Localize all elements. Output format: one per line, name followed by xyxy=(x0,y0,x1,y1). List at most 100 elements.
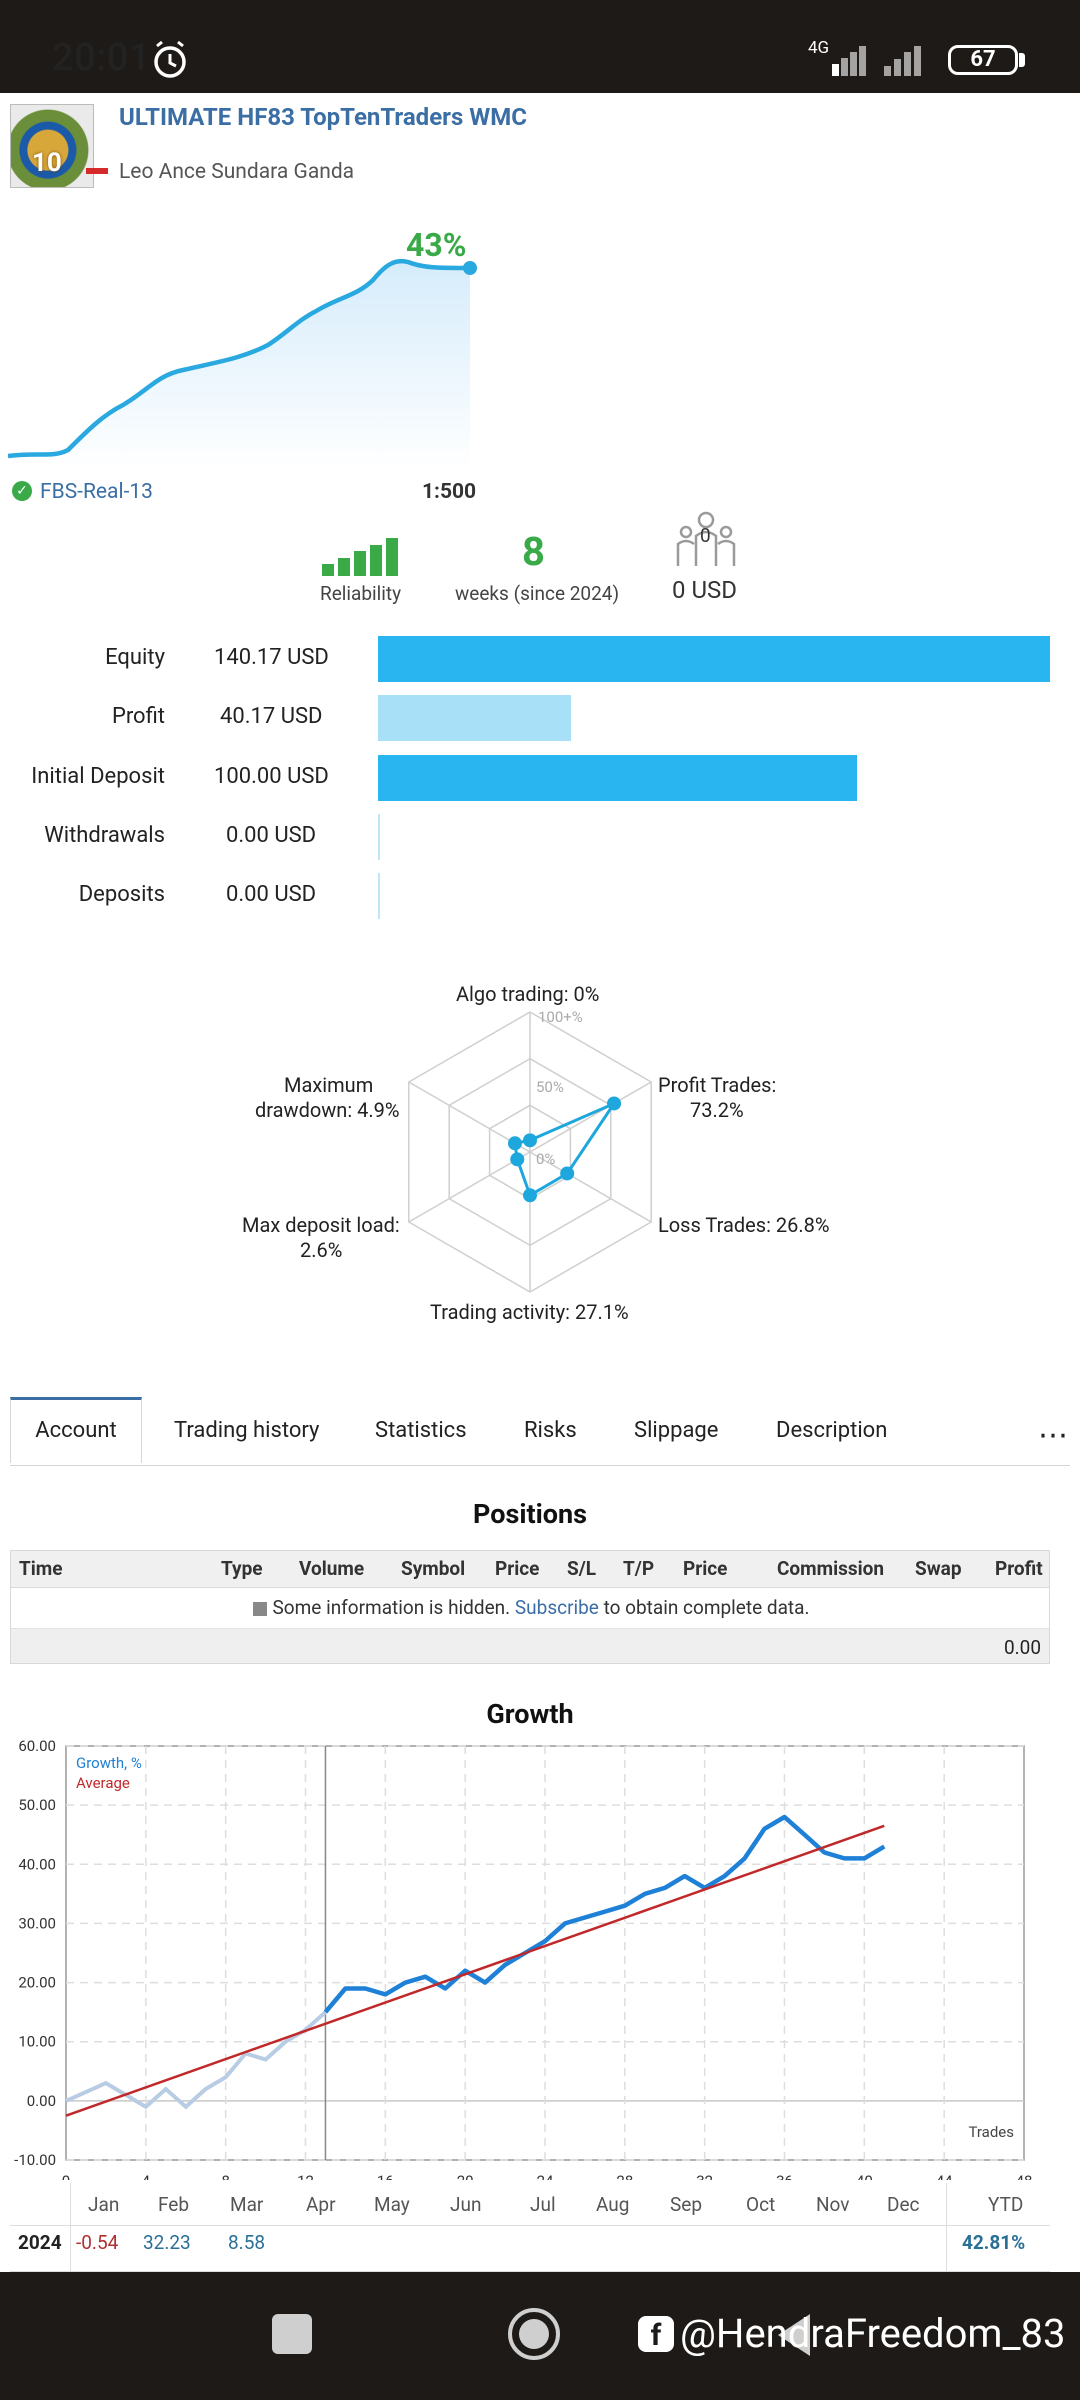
hidden-info-text-2: to obtain complete data. xyxy=(603,1596,810,1619)
radar-scale-100: 100+% xyxy=(538,1008,583,1026)
positions-title: Positions xyxy=(472,1498,587,1530)
signal-title[interactable]: ULTIMATE HF83 TopTenTraders WMC xyxy=(119,103,527,131)
month-feb: Feb xyxy=(158,2193,190,2216)
weeks-label: weeks (since 2024) xyxy=(455,582,620,605)
x-tick-label: 44 xyxy=(936,2172,953,2180)
x-tick-label: 0 xyxy=(62,2172,70,2180)
server-name: FBS-Real-13 xyxy=(40,480,153,504)
leverage: 1:500 xyxy=(422,480,477,504)
status-bar xyxy=(0,0,1080,93)
tab-statistics[interactable]: Statistics xyxy=(375,1418,467,1443)
year-label: 2024 xyxy=(18,2231,62,2254)
radar-point-4 xyxy=(510,1152,525,1167)
month-may: May xyxy=(374,2193,410,2216)
battery-tip xyxy=(1019,53,1025,67)
month-jan: Jan xyxy=(88,2193,120,2216)
deposits-value: 0.00 USD xyxy=(226,882,317,907)
verified-check-icon: ✓ xyxy=(12,481,32,501)
tab-trading-history[interactable]: Trading history xyxy=(174,1418,320,1443)
lock-icon xyxy=(252,1601,267,1616)
radar-label-profit-1: Profit Trades: xyxy=(658,1073,777,1097)
radar-label-load-1: Max deposit load: xyxy=(242,1213,400,1237)
signal-icon-2 xyxy=(882,40,932,76)
growth-chart: -10.00 0.00 10.00 20.00 30.00 40.00 50.00 60.00… xyxy=(14,1737,1033,2180)
deposits-bar xyxy=(378,873,380,919)
hidden-info-row: Some information is hidden. Subscribe to… xyxy=(11,1588,1049,1629)
x-tick-label: 12 xyxy=(297,2172,314,2180)
tab-account[interactable]: Account xyxy=(10,1397,142,1463)
x-tick-label: 48 xyxy=(1016,2172,1033,2180)
x-tick-label: 24 xyxy=(537,2172,554,2180)
x-tick-label: 28 xyxy=(616,2172,633,2180)
col-price: Price xyxy=(495,1557,540,1580)
reliability-bars-icon xyxy=(322,538,398,576)
month-mar: Mar xyxy=(230,2193,264,2216)
col-type: Type xyxy=(221,1557,263,1580)
y-tick-label: 10.00 xyxy=(18,2033,56,2051)
y-tick-label: 30.00 xyxy=(18,1914,56,1932)
subscribe-link[interactable]: Subscribe xyxy=(514,1596,599,1619)
radar-point-5 xyxy=(507,1136,522,1151)
alarm-icon xyxy=(154,40,186,78)
withdrawals-bar xyxy=(378,814,380,860)
x-tick-label: 36 xyxy=(776,2172,793,2180)
col-symbol: Symbol xyxy=(401,1557,466,1580)
x-tick-label: 20 xyxy=(457,2172,474,2180)
ytd-header: YTD xyxy=(988,2193,1024,2216)
tab-bar: Account Trading history Statistics Risks… xyxy=(10,1397,1070,1466)
col-commission: Commission xyxy=(777,1557,885,1580)
radar-axis xyxy=(529,1151,652,1223)
initial-deposit-label: Initial Deposit xyxy=(31,764,165,789)
signal-author[interactable]: Leo Ance Sundara Ganda xyxy=(119,160,355,184)
x-tick-label: 4 xyxy=(142,2172,151,2180)
radar-scale-50: 50% xyxy=(536,1078,564,1096)
legend-growth: Growth, % xyxy=(76,1754,142,1772)
y-tick-label: 40.00 xyxy=(18,1855,56,1873)
x-tick-label: 16 xyxy=(377,2172,394,2180)
radar-label-loss: Loss Trades: 26.8% xyxy=(658,1213,830,1237)
battery-indicator: 67 xyxy=(948,45,1018,75)
weeks-value: 8 xyxy=(522,528,545,575)
growth-line-history xyxy=(65,2010,327,2110)
tab-description[interactable]: Description xyxy=(776,1418,888,1443)
radar-label-load-2: 2.6% xyxy=(300,1238,343,1262)
withdrawals-label: Withdrawals xyxy=(44,823,165,848)
growth-title: Growth xyxy=(486,1698,574,1730)
month-aug: Aug xyxy=(596,2193,630,2216)
home-button[interactable] xyxy=(506,2306,562,2362)
radar-label-algo: Algo trading: 0% xyxy=(456,982,600,1006)
radar-label-dd-1: Maximum xyxy=(284,1073,374,1097)
growth-line xyxy=(323,1814,886,2014)
initial-deposit-bar xyxy=(378,755,858,801)
col-time: Time xyxy=(19,1557,63,1580)
logo-text: 10 xyxy=(32,148,62,178)
month-jul: Jul xyxy=(530,2193,556,2216)
equity-label: Equity xyxy=(105,645,165,670)
yearly-table: Jan Feb Mar Apr May Jun Jul Aug Sep Oct … xyxy=(10,2183,1050,2272)
col-tp: T/P xyxy=(623,1557,655,1580)
tab-risks[interactable]: Risks xyxy=(524,1418,577,1443)
radar-chart: 100+% 50% 0% xyxy=(408,1008,652,1293)
deposits-label: Deposits xyxy=(78,882,165,907)
watermark-handle: @HendraFreedom_83 xyxy=(680,2310,1066,2357)
value-jan: -0.54 xyxy=(76,2231,119,2254)
col-profit: Profit xyxy=(995,1557,1043,1580)
back-button[interactable] xyxy=(772,2310,816,2360)
radar-point-2 xyxy=(560,1166,575,1181)
month-apr: Apr xyxy=(306,2193,336,2216)
subscription-price: 0 USD xyxy=(672,576,738,604)
profit-bar xyxy=(378,695,571,741)
value-feb: 32.23 xyxy=(143,2231,191,2254)
month-sep: Sep xyxy=(670,2193,703,2216)
col-swap: Swap xyxy=(915,1557,962,1580)
col-sl: S/L xyxy=(567,1557,597,1580)
positions-total-profit: 0.00 xyxy=(1003,1636,1041,1659)
recents-button[interactable] xyxy=(272,2314,312,2354)
tab-slippage[interactable]: Slippage xyxy=(634,1418,719,1443)
status-time: 20:01 xyxy=(52,36,151,80)
equity-value: 140.17 USD xyxy=(214,645,329,670)
more-options-icon[interactable]: ⋯ xyxy=(1038,1418,1069,1453)
x-axis-label: Trades xyxy=(968,2123,1014,2141)
y-tick-label: -10.00 xyxy=(14,2151,56,2169)
radar-label-activity: Trading activity: 27.1% xyxy=(430,1300,629,1324)
